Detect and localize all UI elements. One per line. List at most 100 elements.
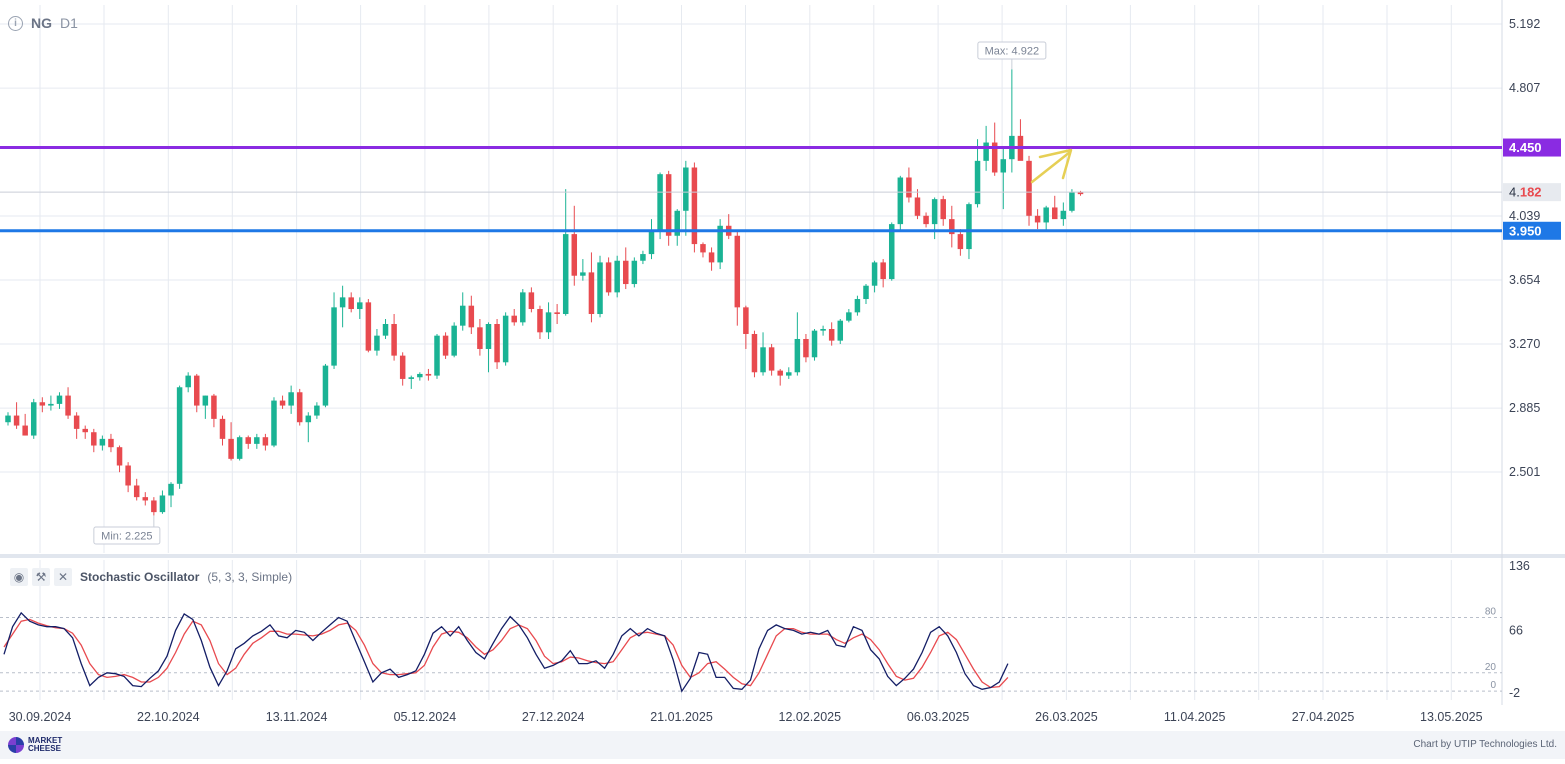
candle-body[interactable] — [554, 312, 560, 315]
candle-body[interactable] — [528, 292, 535, 310]
candle-body[interactable] — [73, 415, 80, 429]
candle-body[interactable] — [451, 325, 457, 356]
candle-body[interactable] — [880, 262, 886, 280]
candle-body[interactable] — [854, 299, 861, 313]
candle-body[interactable] — [683, 167, 689, 211]
candle-body[interactable] — [605, 262, 612, 293]
candle-body[interactable] — [468, 305, 475, 328]
candle-body[interactable] — [1000, 159, 1007, 173]
candle-body[interactable] — [820, 328, 826, 331]
candle-body[interactable] — [99, 438, 106, 446]
candle-body[interactable] — [794, 338, 801, 373]
candle-body[interactable] — [768, 347, 775, 371]
candle-body[interactable] — [1026, 160, 1032, 216]
candle-body[interactable] — [803, 338, 809, 358]
candle-body[interactable] — [245, 437, 251, 444]
close-icon[interactable]: ✕ — [54, 568, 72, 586]
candle-body[interactable] — [279, 400, 286, 406]
candle-body[interactable] — [39, 402, 46, 406]
candle-body[interactable] — [923, 215, 929, 225]
candle-body[interactable] — [108, 438, 114, 448]
candle-body[interactable] — [751, 333, 758, 373]
candle-body[interactable] — [906, 177, 912, 198]
candle-body[interactable] — [236, 437, 243, 459]
candle-body[interactable] — [871, 262, 878, 286]
candle-body[interactable] — [494, 323, 500, 363]
candle-body[interactable] — [588, 272, 595, 315]
candle-body[interactable] — [657, 174, 663, 231]
candle-body[interactable] — [219, 418, 226, 439]
candle-body[interactable] — [786, 372, 792, 376]
candle-body[interactable] — [357, 302, 363, 310]
candle-body[interactable] — [176, 387, 183, 484]
candle-body[interactable] — [13, 415, 20, 426]
candle-body[interactable] — [271, 400, 277, 446]
candle-body[interactable] — [417, 373, 423, 378]
candle-body[interactable] — [168, 483, 174, 496]
candle-body[interactable] — [331, 307, 337, 366]
candle-body[interactable] — [940, 199, 946, 220]
candle-body[interactable] — [477, 327, 483, 349]
candle-body[interactable] — [254, 437, 260, 444]
candle-body[interactable] — [777, 370, 783, 376]
candle-body[interactable] — [640, 254, 646, 261]
candle-body[interactable] — [614, 260, 620, 293]
candle-body[interactable] — [897, 177, 904, 225]
candle-body[interactable] — [674, 210, 680, 236]
arrow-annotation-head[interactable] — [1038, 148, 1073, 180]
candle-body[interactable] — [708, 252, 715, 263]
candle-body[interactable] — [151, 500, 157, 513]
candle-body[interactable] — [520, 292, 526, 323]
candle-body[interactable] — [48, 403, 54, 406]
eye-icon[interactable]: ◉ — [10, 568, 28, 586]
candle-body[interactable] — [811, 330, 818, 358]
stoch-d-line[interactable] — [3, 618, 1009, 689]
candle-body[interactable] — [288, 392, 294, 406]
candle-body[interactable] — [65, 395, 71, 416]
candle-body[interactable] — [665, 174, 672, 236]
candle-body[interactable] — [159, 495, 166, 513]
candle-body[interactable] — [760, 347, 766, 373]
candle-body[interactable] — [974, 160, 981, 205]
candle-body[interactable] — [322, 365, 329, 406]
candle-body[interactable] — [914, 197, 921, 216]
candle-body[interactable] — [1043, 207, 1049, 223]
candle-body[interactable] — [991, 142, 998, 173]
candle-body[interactable] — [91, 432, 97, 446]
candle-body[interactable] — [348, 297, 354, 310]
timeframe-label[interactable]: D1 — [60, 15, 78, 31]
candle-body[interactable] — [185, 375, 191, 388]
candle-body[interactable] — [408, 377, 415, 379]
candle-body[interactable] — [631, 260, 638, 285]
wrench-icon[interactable]: ⚒ — [32, 568, 50, 586]
candle-body[interactable] — [442, 335, 449, 356]
candle-body[interactable] — [5, 415, 11, 423]
candle-body[interactable] — [125, 465, 131, 486]
candle-body[interactable] — [305, 415, 312, 423]
candle-body[interactable] — [82, 428, 88, 433]
candle-body[interactable] — [391, 323, 397, 356]
candle-body[interactable] — [296, 392, 303, 423]
candle-body[interactable] — [133, 485, 140, 498]
candle-body[interactable] — [983, 142, 989, 161]
candle-body[interactable] — [211, 395, 217, 419]
candle-body[interactable] — [717, 225, 723, 263]
candle-body[interactable] — [228, 438, 234, 459]
candle-body[interactable] — [957, 234, 964, 250]
candle-body[interactable] — [734, 235, 741, 308]
candle-body[interactable] — [545, 312, 552, 333]
candle-body[interactable] — [1060, 210, 1067, 220]
candle-body[interactable] — [459, 305, 466, 326]
candle-body[interactable] — [374, 335, 380, 351]
candle-body[interactable] — [485, 323, 492, 349]
candle-body[interactable] — [597, 262, 603, 315]
pane-separator[interactable] — [0, 554, 1565, 558]
candle-body[interactable] — [691, 167, 698, 245]
candle-body[interactable] — [339, 297, 346, 308]
candle-body[interactable] — [399, 355, 406, 379]
candle-body[interactable] — [425, 373, 432, 376]
candle-body[interactable] — [511, 315, 517, 323]
candle-body[interactable] — [116, 447, 123, 466]
candle-body[interactable] — [56, 395, 63, 404]
candle-body[interactable] — [1052, 207, 1058, 220]
